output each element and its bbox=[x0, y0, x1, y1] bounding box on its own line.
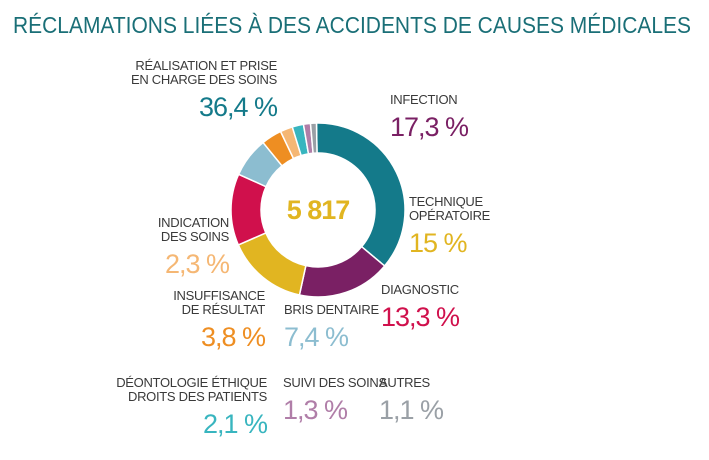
label-infection: INFECTION 17,3 % bbox=[390, 92, 470, 142]
slice-label-text: TECHNIQUE bbox=[409, 194, 483, 209]
slice-value: 1,3 % bbox=[283, 395, 348, 425]
slice-label-text: RÉALISATION ET PRISE bbox=[135, 58, 277, 73]
slice-label-text: DÉONTOLOGIE ÉTHIQUE bbox=[116, 375, 267, 390]
slice-value: 13,3 % bbox=[381, 302, 460, 332]
slice-value: 2,1 % bbox=[203, 409, 268, 439]
label-bris-dentaire: BRIS DENTAIRE 7,4 % bbox=[284, 302, 380, 352]
donut bbox=[230, 122, 406, 298]
slice-label-text: SUIVI DES SOINS bbox=[283, 375, 387, 390]
slice-technique-operatoire bbox=[237, 231, 307, 296]
total-count: 5 817 bbox=[287, 195, 350, 225]
slice-label-text: DE RÉSULTAT bbox=[182, 302, 266, 317]
slice-label-text: INDICATION bbox=[158, 215, 229, 230]
slice-label-text: INSUFFISANCE bbox=[173, 288, 265, 303]
slice-label-text: DES SOINS bbox=[161, 229, 230, 244]
slice-value: 17,3 % bbox=[390, 112, 469, 142]
slice-label-text: DROITS DES PATIENTS bbox=[128, 389, 268, 404]
slice-value: 1,1 % bbox=[379, 395, 444, 425]
slice-label-text: OPÉRATOIRE bbox=[409, 208, 491, 223]
chart-title: RÉCLAMATIONS LIÉES À DES ACCIDENTS DE CA… bbox=[13, 12, 691, 38]
slice-label-text: INFECTION bbox=[390, 92, 457, 107]
slice-label-text: BRIS DENTAIRE bbox=[284, 302, 379, 317]
slice-label-text: DIAGNOSTIC bbox=[381, 282, 459, 297]
slice-value: 15 % bbox=[409, 228, 468, 258]
slice-label-text: EN CHARGE DES SOINS bbox=[131, 72, 278, 87]
slice-value: 2,3 % bbox=[165, 249, 230, 279]
slice-autres bbox=[309, 122, 318, 155]
slice-value: 36,4 % bbox=[199, 92, 278, 122]
slice-label-text: AUTRES bbox=[379, 375, 431, 390]
slice-value: 7,4 % bbox=[284, 322, 349, 352]
slice-value: 3,8 % bbox=[201, 322, 266, 352]
label-autres: AUTRES 1,1 % bbox=[379, 375, 445, 425]
label-suivi-des-soins: SUIVI DES SOINS 1,3 % bbox=[283, 375, 388, 425]
label-diagnostic: DIAGNOSTIC 13,3 % bbox=[381, 282, 461, 332]
slice-realisation-et-prise-en-charge-des-soins bbox=[315, 122, 406, 268]
